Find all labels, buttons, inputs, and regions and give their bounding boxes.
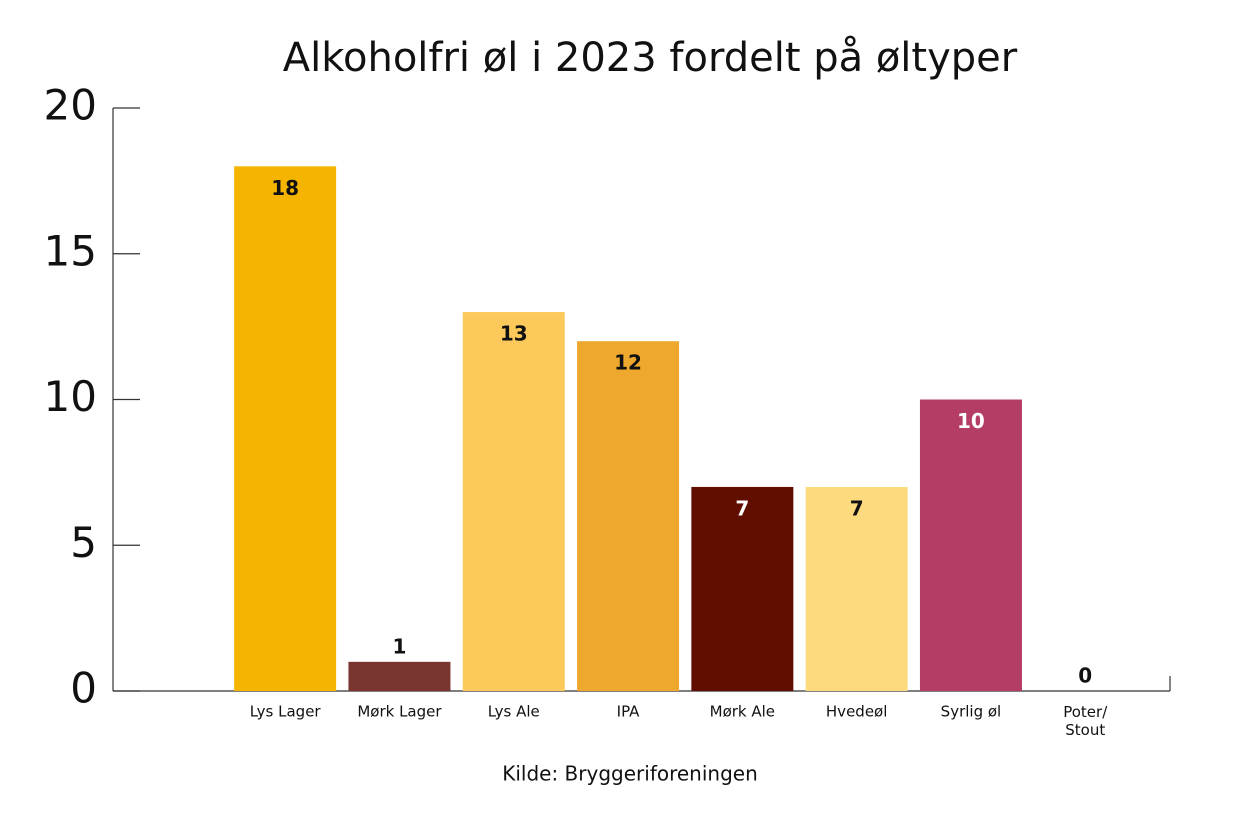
- chart-title: Alkoholfri øl i 2023 fordelt på øltyper: [283, 35, 1018, 81]
- y-tick-label: 15: [44, 226, 97, 275]
- value-label: 0: [1078, 664, 1092, 688]
- x-tick-label: Mørk Ale: [710, 703, 775, 721]
- y-tick-label: 0: [70, 664, 97, 713]
- x-tick-label: Hvedeøl: [826, 703, 887, 721]
- x-tick-label: Lys Ale: [488, 703, 540, 721]
- bar: [691, 486, 794, 691]
- value-label: 13: [500, 322, 528, 346]
- bar: [348, 661, 451, 691]
- bar: [234, 166, 337, 692]
- x-tick-label: Poter/Stout: [1063, 703, 1108, 739]
- value-label: 7: [735, 496, 749, 520]
- x-tick-label: IPA: [617, 703, 641, 721]
- bar: [919, 399, 1022, 691]
- y-tick-label: 10: [44, 372, 97, 421]
- y-tick-label: 5: [70, 518, 97, 567]
- value-label: 12: [614, 351, 642, 375]
- x-tick-label: Mørk Lager: [357, 703, 442, 721]
- value-label: 10: [957, 409, 985, 433]
- x-tick-label: Syrlig øl: [941, 703, 1002, 721]
- x-tick-label: Lys Lager: [250, 703, 322, 721]
- source-note: Kilde: Bryggeriforeningen: [502, 762, 758, 786]
- value-label: 1: [392, 634, 406, 658]
- bar: [805, 486, 908, 691]
- value-label: 7: [850, 496, 864, 520]
- value-label: 18: [271, 176, 299, 200]
- bar: [577, 341, 680, 691]
- y-tick-label: 20: [44, 81, 97, 130]
- bar: [462, 312, 565, 691]
